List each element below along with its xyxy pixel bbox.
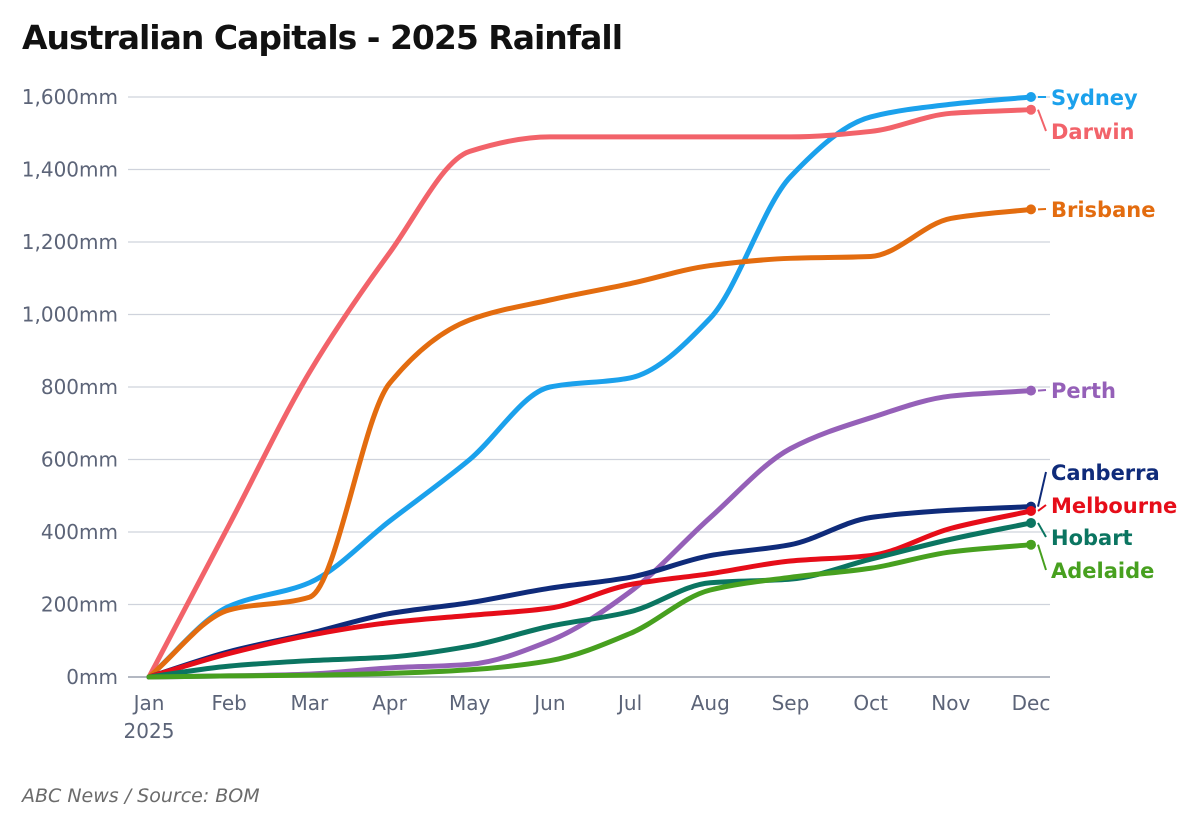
y-tick-label: 600mm — [41, 448, 118, 472]
x-tick-label: Dec — [1012, 691, 1051, 715]
x-tick-label: Oct — [853, 691, 888, 715]
x-tick-label: Jun — [532, 691, 565, 715]
series-label-adelaide: Adelaide — [1051, 559, 1154, 583]
x-tick-label: Jan 2025 — [124, 691, 175, 743]
series-line-brisbane — [146, 206, 1034, 680]
series-line-darwin — [146, 107, 1034, 680]
x-tick-label: Jul — [616, 691, 642, 715]
y-tick-label: 200mm — [41, 593, 118, 617]
series-line-hobart — [146, 520, 1034, 680]
source-note: ABC News / Source: BOM — [22, 785, 260, 807]
series-leader-canberra — [1037, 471, 1047, 507]
series-label-canberra: Canberra — [1051, 461, 1160, 485]
y-tick-label: 0mm — [66, 665, 118, 689]
series-leader-hobart — [1037, 522, 1047, 538]
x-tick-label: Feb — [211, 691, 246, 715]
y-tick-label: 800mm — [41, 375, 118, 399]
x-tick-label: Aug — [691, 691, 730, 715]
series-label-hobart: Hobart — [1051, 526, 1133, 550]
series-line-adelaide — [146, 542, 1034, 680]
series-label-brisbane: Brisbane — [1051, 198, 1155, 222]
x-tick-label: Sep — [772, 691, 810, 715]
series-leader-perth — [1037, 389, 1047, 392]
y-tick-label: 1,200mm — [22, 230, 118, 254]
series-line-sydney — [146, 94, 1034, 680]
series-end-marker-darwin — [1026, 104, 1036, 115]
y-tick-label: 1,400mm — [22, 158, 118, 182]
y-tick-label: 1,600mm — [22, 85, 118, 109]
series-label-melbourne: Melbourne — [1051, 494, 1177, 518]
series-end-marker-perth — [1026, 385, 1036, 396]
series-line-perth — [146, 388, 1034, 680]
chart-title: Australian Capitals - 2025 Rainfall — [22, 18, 623, 57]
x-tick-label: Apr — [372, 691, 407, 715]
series-leader-darwin — [1037, 109, 1047, 132]
series-label-perth: Perth — [1051, 379, 1116, 403]
series-end-marker-melbourne — [1026, 505, 1036, 516]
series-end-marker-brisbane — [1026, 204, 1036, 215]
series-leader-adelaide — [1037, 544, 1047, 571]
y-tick-label: 1,000mm — [22, 303, 118, 327]
x-tick-label: May — [449, 691, 491, 715]
series-end-marker-adelaide — [1026, 539, 1036, 550]
series-end-marker-hobart — [1026, 517, 1036, 528]
series-line-melbourne — [146, 508, 1034, 680]
series-end-marker-sydney — [1026, 92, 1036, 102]
series-label-sydney: Sydney — [1051, 86, 1138, 110]
series-leader-melbourne — [1037, 504, 1047, 512]
y-tick-label: 400mm — [41, 520, 118, 544]
x-tick-label: Mar — [290, 691, 329, 715]
series-label-darwin: Darwin — [1051, 120, 1135, 144]
x-tick-label: Nov — [931, 691, 970, 715]
